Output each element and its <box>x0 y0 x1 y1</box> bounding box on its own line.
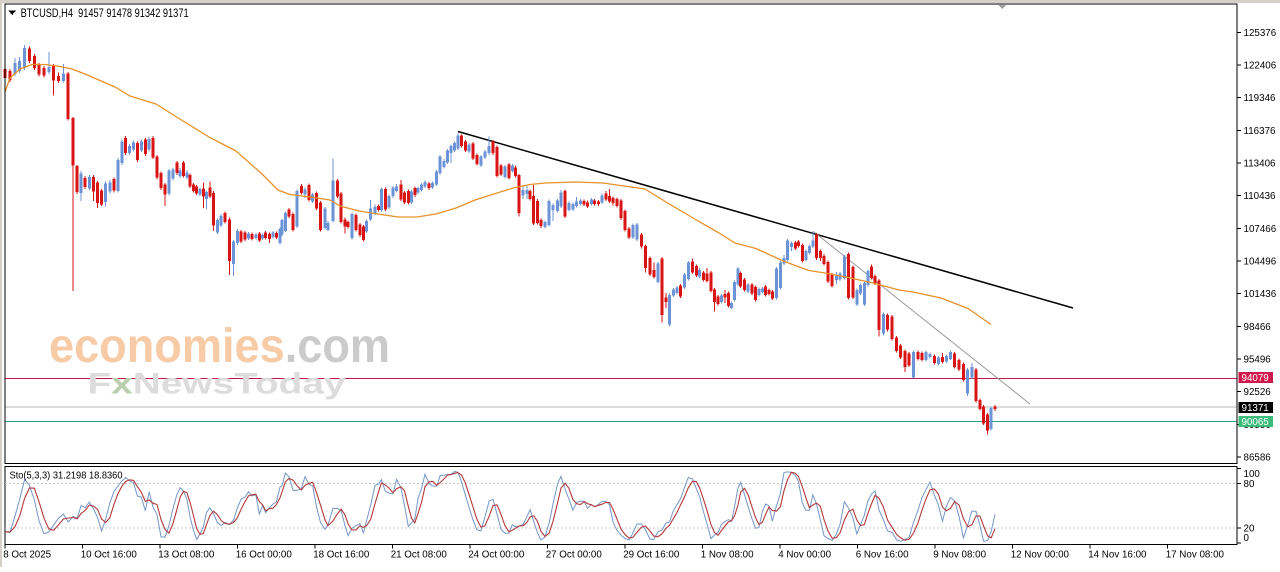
svg-text:9 Nov 08:00: 9 Nov 08:00 <box>933 550 986 561</box>
svg-text:119346: 119346 <box>1244 93 1277 104</box>
svg-text:6 Nov 16:00: 6 Nov 16:00 <box>856 550 909 561</box>
svg-text:95496: 95496 <box>1244 355 1272 366</box>
svg-text:20: 20 <box>1244 523 1255 534</box>
svg-text:98466: 98466 <box>1244 322 1272 333</box>
svg-text:92526: 92526 <box>1244 387 1272 398</box>
svg-text:economies.com: economies.com <box>49 320 390 373</box>
svg-text:16 Oct 00:00: 16 Oct 00:00 <box>236 550 293 561</box>
svg-text:14 Nov 16:00: 14 Nov 16:00 <box>1088 550 1147 561</box>
svg-text:29 Oct 16:00: 29 Oct 16:00 <box>623 550 680 561</box>
svg-text:4 Nov 00:00: 4 Nov 00:00 <box>778 550 831 561</box>
svg-text:91371: 91371 <box>1242 403 1269 414</box>
svg-text:90065: 90065 <box>1242 417 1270 428</box>
svg-text:110436: 110436 <box>1244 191 1277 202</box>
svg-text:94079: 94079 <box>1242 373 1269 384</box>
svg-text:Sto(5,3,3) 31.2198 18.8360: Sto(5,3,3) 31.2198 18.8360 <box>10 471 124 482</box>
svg-text:116376: 116376 <box>1244 126 1277 137</box>
svg-text:27 Oct 00:00: 27 Oct 00:00 <box>546 550 603 561</box>
svg-text:107466: 107466 <box>1244 224 1277 235</box>
svg-text:18 Oct 16:00: 18 Oct 16:00 <box>313 550 370 561</box>
svg-text:122406: 122406 <box>1244 61 1277 72</box>
svg-text:125376: 125376 <box>1244 28 1277 39</box>
svg-text:0: 0 <box>1244 533 1250 544</box>
svg-text:104496: 104496 <box>1244 257 1277 268</box>
svg-text:101436: 101436 <box>1244 289 1277 300</box>
svg-text:24 Oct 00:00: 24 Oct 00:00 <box>468 550 525 561</box>
svg-text:13 Oct 08:00: 13 Oct 08:00 <box>158 550 215 561</box>
svg-text:21 Oct 08:00: 21 Oct 08:00 <box>391 550 448 561</box>
svg-text:17 Nov 08:00: 17 Nov 08:00 <box>1166 550 1225 561</box>
svg-text:12 Nov 00:00: 12 Nov 00:00 <box>1011 550 1070 561</box>
svg-text:86586: 86586 <box>1244 453 1272 464</box>
svg-text:80: 80 <box>1244 479 1255 490</box>
svg-text:8 Oct 2025: 8 Oct 2025 <box>3 550 51 561</box>
svg-text:113406: 113406 <box>1244 159 1277 170</box>
svg-text:100: 100 <box>1244 469 1261 480</box>
svg-text:10 Oct 16:00: 10 Oct 16:00 <box>81 550 138 561</box>
svg-text:1 Nov 08:00: 1 Nov 08:00 <box>701 550 754 561</box>
svg-text:BTCUSD,H4 91457 91478 91342 9: BTCUSD,H4 91457 91478 91342 91371 <box>21 6 189 20</box>
